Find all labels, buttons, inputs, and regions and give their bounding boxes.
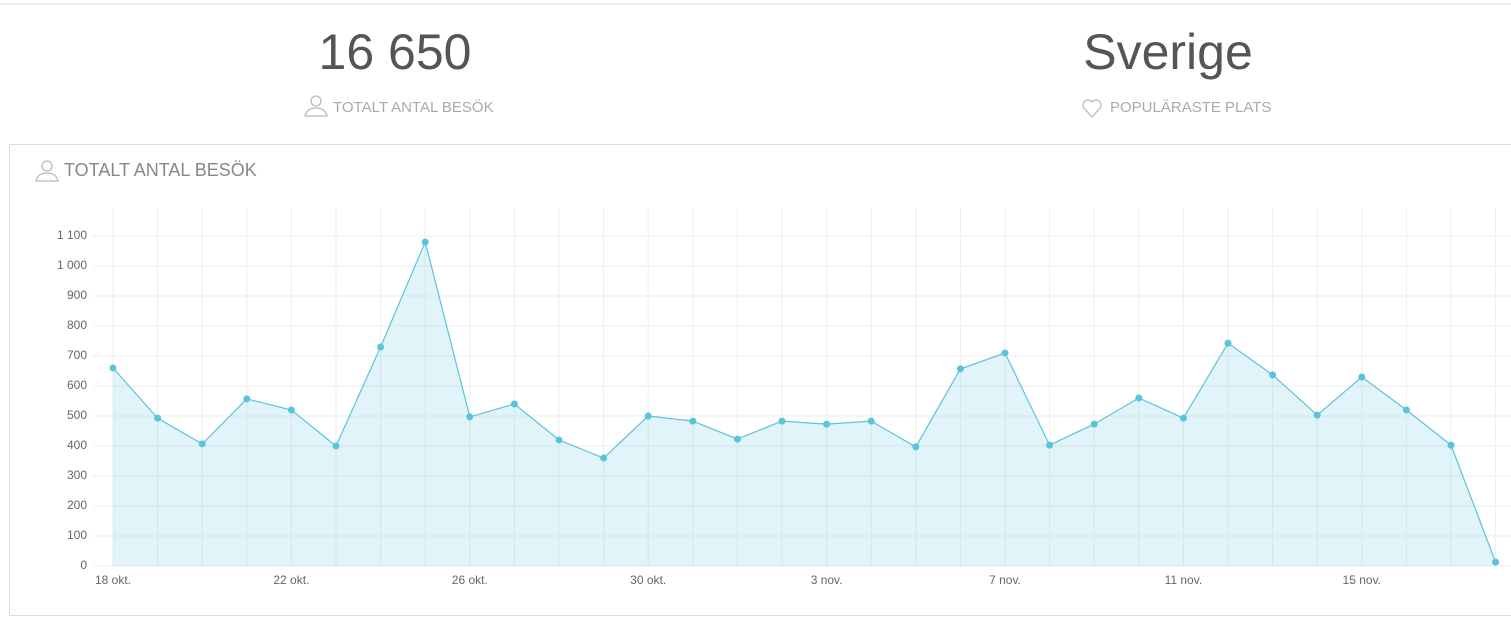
stat-label: POPULÄRASTE PLATS — [1110, 99, 1271, 116]
stat-value: 16 650 — [319, 24, 472, 80]
data-point — [1046, 442, 1053, 449]
y-tick-label: 0 — [80, 558, 87, 572]
data-point — [912, 443, 919, 450]
data-point — [288, 407, 295, 414]
data-point — [689, 418, 696, 425]
data-point — [645, 413, 652, 420]
data-point — [957, 365, 964, 372]
data-point — [779, 418, 786, 425]
x-tick-label: 11 nov. — [1165, 573, 1203, 587]
x-tick-label: 22 okt. — [273, 573, 309, 587]
y-tick-label: 800 — [67, 318, 87, 332]
x-tick-label: 3 nov. — [811, 573, 843, 587]
data-point — [1135, 395, 1142, 402]
data-point — [868, 418, 875, 425]
data-point — [466, 413, 473, 420]
y-tick-label: 500 — [67, 408, 87, 422]
data-point — [1403, 407, 1410, 414]
data-point — [511, 401, 518, 408]
x-tick-label: 18 okt. — [95, 573, 131, 587]
data-point — [1492, 559, 1499, 566]
data-point — [1314, 412, 1321, 419]
user-icon — [305, 96, 327, 116]
x-tick-label: 7 nov. — [989, 573, 1021, 587]
data-point — [1002, 350, 1009, 357]
data-point — [377, 344, 384, 351]
data-point — [243, 395, 250, 402]
data-point — [333, 443, 340, 450]
user-icon — [36, 161, 58, 181]
data-point — [199, 440, 206, 447]
x-tick-label: 30 okt. — [630, 573, 666, 587]
y-tick-label: 1 100 — [57, 228, 87, 242]
data-point — [154, 415, 161, 422]
data-point — [110, 365, 117, 372]
data-point — [1180, 415, 1187, 422]
y-tick-label: 600 — [67, 378, 87, 392]
area-fill — [113, 242, 1496, 566]
y-tick-label: 900 — [67, 288, 87, 302]
y-tick-label: 300 — [67, 468, 87, 482]
data-point — [1448, 442, 1455, 449]
y-tick-label: 200 — [67, 498, 87, 512]
x-tick-label: 26 okt. — [452, 573, 488, 587]
data-point — [556, 437, 563, 444]
stat-label: TOTALT ANTAL BESÖK — [333, 98, 494, 116]
data-point — [1225, 340, 1232, 347]
heart-icon — [1083, 100, 1101, 117]
data-point — [1091, 421, 1098, 428]
y-tick-label: 1 000 — [57, 258, 87, 272]
data-point — [1358, 374, 1365, 381]
y-tick-label: 400 — [67, 438, 87, 452]
x-tick-label: 15 nov. — [1343, 573, 1381, 587]
y-tick-label: 700 — [67, 348, 87, 362]
data-point — [734, 436, 741, 443]
data-point — [1269, 371, 1276, 378]
chart-title: TOTALT ANTAL BESÖK — [64, 160, 257, 180]
stat-value: Sverige — [1083, 24, 1253, 80]
data-point — [422, 239, 429, 246]
data-point — [600, 455, 607, 462]
data-point — [823, 421, 830, 428]
y-tick-label: 100 — [67, 528, 87, 542]
